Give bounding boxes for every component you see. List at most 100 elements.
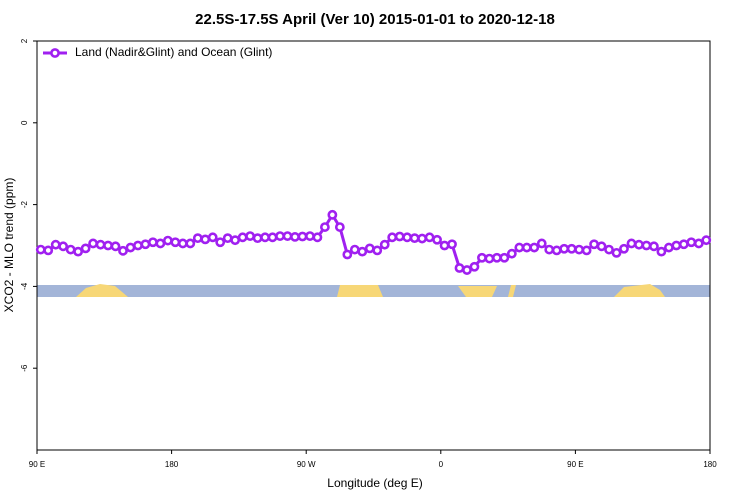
data-point <box>245 231 256 241</box>
data-point <box>230 235 241 246</box>
x-axis-label: Longitude (deg E) <box>327 476 422 490</box>
data-point <box>237 232 248 243</box>
data-point <box>402 232 413 243</box>
data-point <box>626 238 637 249</box>
data-point <box>469 261 480 272</box>
y-tick-label: -4 <box>20 282 29 290</box>
data-point <box>88 238 98 249</box>
plot-frame <box>36 40 711 451</box>
x-tick-label: 180 <box>165 460 179 469</box>
data-point <box>110 241 121 252</box>
x-tick-label: 90 E <box>567 460 583 469</box>
data-point <box>678 239 689 250</box>
data-point <box>394 231 405 242</box>
data-point <box>43 245 54 256</box>
data-point <box>409 233 420 244</box>
data-point <box>342 249 353 260</box>
data-point <box>701 235 712 246</box>
data-point <box>491 252 502 263</box>
data-point <box>334 222 345 232</box>
data-point <box>290 232 300 242</box>
data-point <box>619 243 629 254</box>
data-point <box>200 234 211 245</box>
y-tick-label: -6 <box>20 364 29 372</box>
data-point <box>349 244 360 255</box>
data-point <box>447 239 457 250</box>
data-point <box>506 248 517 259</box>
data-point <box>327 209 338 220</box>
data-point <box>439 240 450 251</box>
data-point <box>58 241 69 252</box>
data-point <box>140 239 151 250</box>
data-point <box>671 240 682 251</box>
data-point <box>215 237 226 248</box>
data-point <box>536 238 547 249</box>
x-tick-label: 180 <box>703 460 717 469</box>
data-point <box>319 222 330 232</box>
y-tick-label: 0 <box>20 120 29 125</box>
data-point <box>50 239 61 250</box>
land-ocean-strip <box>37 284 710 297</box>
data-point <box>170 237 181 248</box>
data-point <box>372 245 383 256</box>
data-point <box>521 242 532 253</box>
data-point <box>529 242 540 253</box>
data-point <box>162 235 173 246</box>
data-point <box>155 238 166 249</box>
data-point <box>275 231 285 241</box>
data-point <box>148 237 158 248</box>
data-point <box>379 239 390 250</box>
data-point <box>192 233 203 244</box>
data-point <box>177 238 188 249</box>
data-point <box>454 263 465 273</box>
data-point <box>65 244 76 255</box>
data-point <box>35 244 46 255</box>
data-point <box>185 238 196 249</box>
legend-marker <box>50 48 60 58</box>
data-point <box>95 239 106 250</box>
data-point <box>357 246 368 257</box>
y-tick-label: 2 <box>20 38 29 43</box>
data-point <box>559 243 570 254</box>
data-point <box>222 233 233 244</box>
data-point <box>589 239 599 250</box>
data-point <box>656 246 667 257</box>
data-point <box>544 244 555 255</box>
data-point <box>312 232 323 243</box>
data-point <box>305 231 315 241</box>
data-point <box>604 244 614 255</box>
y-axis-label: XCO2 - MLO trend (ppm) <box>2 178 16 313</box>
data-point <box>611 247 622 258</box>
data-point <box>551 245 562 256</box>
data-point <box>574 244 585 255</box>
data-point <box>424 232 435 243</box>
data-point <box>80 243 91 254</box>
data-point <box>499 252 510 263</box>
data-point <box>649 241 659 252</box>
data-point <box>663 242 674 253</box>
data-point <box>477 252 487 263</box>
data-point <box>252 233 263 244</box>
x-tick-label: 90 W <box>297 460 316 469</box>
data-point <box>364 243 375 254</box>
data-point <box>282 231 293 241</box>
data-point <box>641 240 652 251</box>
data-point <box>118 245 128 256</box>
data-point <box>634 239 644 250</box>
x-tick-label: 90 E <box>29 460 45 469</box>
data-point <box>267 232 278 243</box>
data-point <box>387 232 398 243</box>
data-point <box>297 231 308 242</box>
chart-title: 22.5S-17.5S April (Ver 10) 2015-01-01 to… <box>195 11 555 28</box>
data-point <box>417 233 428 244</box>
data-point <box>484 253 495 264</box>
data-point <box>566 243 577 254</box>
data-point <box>260 232 270 243</box>
data-point <box>207 232 218 243</box>
data-point <box>596 241 607 252</box>
data-point <box>133 240 143 251</box>
data-point <box>686 237 697 248</box>
legend-label: Land (Nadir&Glint) and Ocean (Glint) <box>75 45 272 59</box>
y-tick-label: -2 <box>20 200 29 208</box>
